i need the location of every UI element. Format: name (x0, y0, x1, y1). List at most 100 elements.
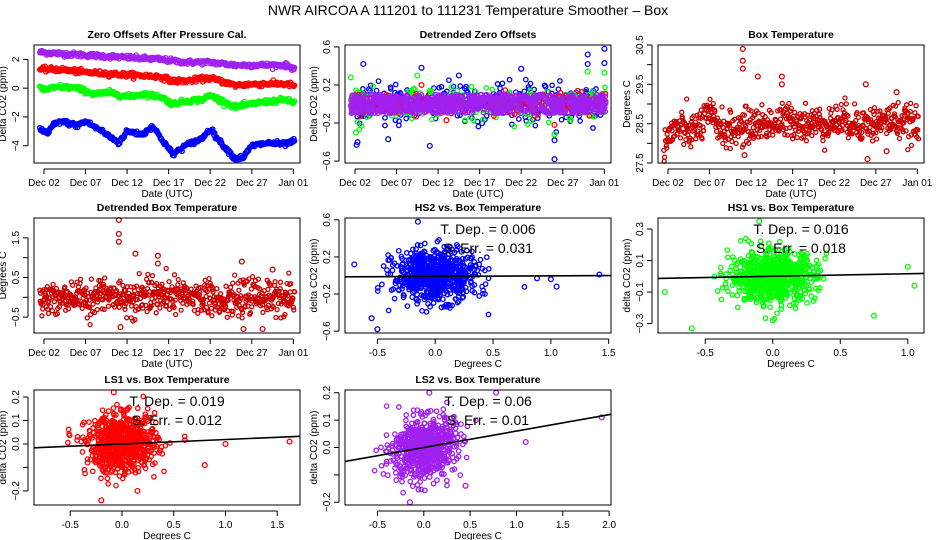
data-point (777, 116, 784, 122)
outlier-point (778, 73, 785, 80)
y-axis-label: Degrees C (622, 80, 633, 128)
data-point (122, 306, 128, 313)
data-point (549, 82, 555, 89)
data-point (681, 141, 687, 148)
data-point (743, 103, 749, 109)
data-point (385, 307, 392, 314)
outlier-point (739, 45, 746, 52)
data-point (903, 102, 910, 108)
x-axis-label: Date (UTC) (141, 359, 192, 370)
data-point (777, 106, 783, 113)
outlier-point (259, 325, 266, 333)
outlier-point (584, 51, 591, 58)
data-point (206, 275, 212, 282)
x-tick-label: Jan 01 (902, 178, 932, 189)
data-point (908, 142, 915, 149)
data-point (173, 311, 179, 318)
data-point (727, 145, 733, 152)
data-point (768, 109, 774, 116)
data-point (787, 125, 793, 131)
data-point (178, 307, 184, 313)
data-point (820, 137, 826, 144)
data-point (120, 282, 126, 289)
x-tick-label: Dec 07 (381, 178, 413, 189)
chart-panel-zero-offsets: Zero Offsets After Pressure Cal.Dec 02 De… (0, 29, 309, 200)
data-point (895, 99, 901, 106)
y-tick-label: −0.5 (11, 307, 22, 327)
outlier-point (455, 72, 462, 79)
data-point (669, 128, 675, 134)
data-point (166, 278, 172, 285)
data-point (745, 140, 752, 146)
outlier-point (754, 73, 761, 80)
x-tick-label: Dec 17 (153, 178, 185, 189)
data-point (915, 113, 921, 119)
data-point (79, 305, 85, 312)
x-axis-label: Date (UTC) (765, 189, 816, 200)
outlier-point (864, 156, 871, 163)
outlier-point (601, 60, 608, 67)
data-point (375, 78, 382, 85)
data-point (489, 86, 496, 93)
figure-title: NWR AIRCOA A 111201 to 111231 Temperatur… (267, 2, 669, 18)
outlier-point (518, 65, 525, 72)
outlier-point (584, 68, 591, 75)
data-point (457, 83, 464, 89)
data-point (506, 76, 513, 83)
outlier-point (154, 252, 161, 259)
data-point (817, 106, 823, 112)
data-point (175, 282, 181, 288)
data-point (230, 280, 236, 286)
data-point (802, 100, 809, 106)
data-point (265, 286, 271, 293)
y-tick-label: −4 (11, 140, 22, 152)
x-tick-label: Dec 02 (339, 178, 371, 189)
data-point (913, 103, 919, 109)
x-tick-label: Dec 12 (422, 178, 454, 189)
data-point (842, 95, 848, 101)
data-point (105, 303, 112, 309)
x-tick-label: Dec 17 (777, 178, 809, 189)
x-tick-label: Dec 02 (28, 178, 60, 189)
data-point (224, 314, 230, 320)
data-point (206, 300, 213, 306)
y-axis-label: Degrees C (0, 252, 9, 300)
data-point (145, 271, 151, 278)
x-tick-label: Dec 07 (694, 178, 726, 189)
outlier-point (418, 81, 425, 89)
outlier-point (551, 121, 558, 128)
data-point (102, 275, 108, 281)
data-point (759, 102, 765, 108)
data-point (873, 136, 880, 142)
data-point (483, 85, 490, 91)
data-point (209, 313, 215, 319)
outlier-point (893, 89, 900, 96)
data-point (249, 274, 256, 280)
y-tick-label: −0.2 (322, 113, 333, 133)
x-tick-label: Dec 02 (28, 348, 60, 359)
data-point (871, 111, 877, 118)
data-point (688, 144, 694, 150)
data-point (180, 300, 186, 306)
data-point (77, 280, 83, 287)
data-point (255, 276, 262, 282)
data-point (707, 96, 713, 102)
outlier-point (132, 250, 139, 257)
data-point (50, 281, 56, 288)
data-point (813, 129, 819, 135)
data-point (602, 84, 608, 91)
data-point (90, 301, 96, 307)
outlier-point (360, 60, 367, 68)
data-point (792, 109, 798, 116)
data-point (684, 96, 690, 102)
outlier-point (601, 69, 608, 76)
data-point (88, 276, 95, 282)
data-point (502, 87, 509, 93)
data-point (116, 304, 122, 310)
data-point (532, 122, 539, 129)
outlier-point (154, 260, 161, 267)
data-point (661, 154, 668, 160)
data-point (788, 105, 795, 112)
data-point (382, 122, 388, 129)
data-point (790, 136, 796, 142)
